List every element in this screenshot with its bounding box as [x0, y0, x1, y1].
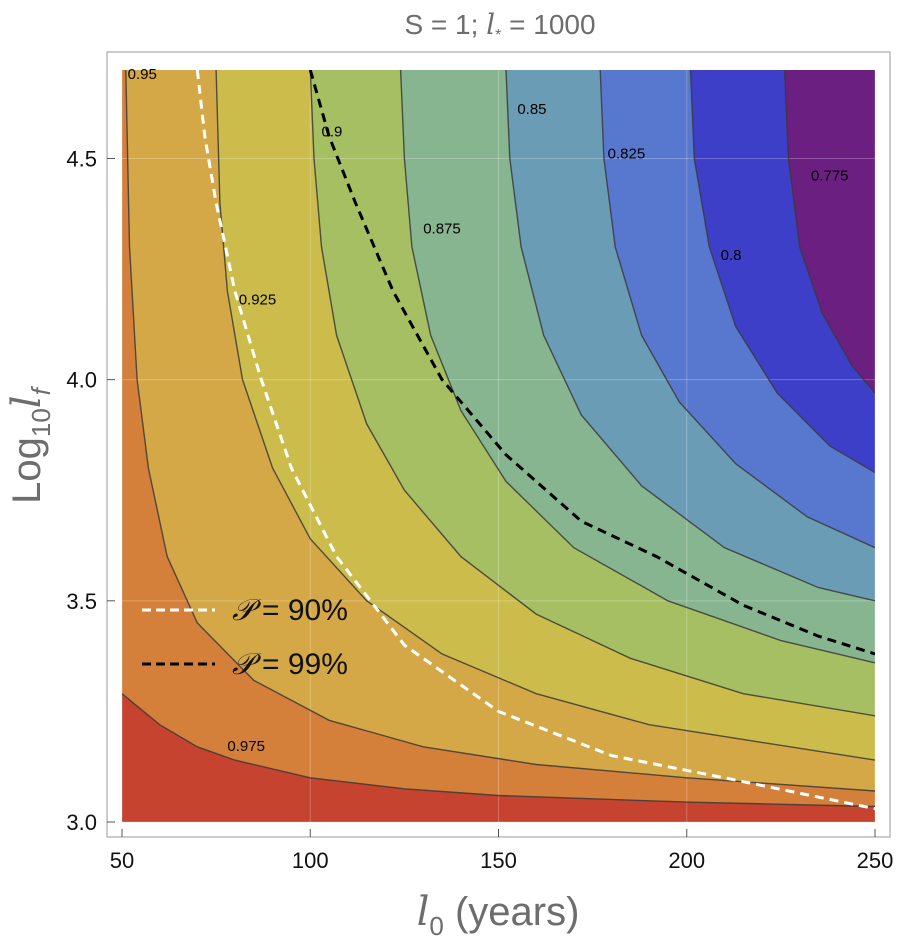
contour-line-0.8 — [689, 70, 875, 474]
y-tick-label-4.5: 4.5 — [66, 146, 97, 171]
contour-labels: 0.95 0.925 0.9 0.875 0.85 0.825 0.8 0.775 0.975 — [128, 66, 849, 755]
legend: 𝒫 = 90% 𝒫 = 99% — [142, 593, 348, 682]
contour-line-0.975 — [122, 693, 875, 808]
y-axis-prefix: Log — [5, 437, 49, 504]
contour-lines — [122, 70, 875, 808]
x-tick-label-250: 250 — [857, 848, 894, 873]
y-tick-label-3.5: 3.5 — [66, 589, 97, 614]
contour-line-0.875 — [399, 70, 875, 664]
legend-label-90: 𝒫 = 90% — [232, 593, 348, 628]
contour-label-0.9: 0.9 — [322, 123, 343, 140]
title-suffix: = 1000 — [501, 9, 595, 40]
contour-label-0.95: 0.95 — [128, 66, 157, 83]
x-tick-label-150: 150 — [480, 848, 517, 873]
contour-line-0.9 — [309, 70, 875, 717]
contour-line-0.775 — [783, 70, 875, 394]
x-tick-label-200: 200 — [668, 848, 705, 873]
title-subscript: * — [495, 27, 501, 44]
y-axis-subscript: 10 — [26, 408, 56, 437]
x-axis-symbol: l — [417, 889, 430, 935]
y-tick-label-3: 3.0 — [66, 810, 97, 835]
title-symbol: l — [486, 8, 495, 41]
title-prefix: S = 1; — [404, 9, 486, 40]
x-axis-text: (years) — [444, 890, 580, 934]
axis-ticks: 50 100 150 200 250 3.0 3.5 4.0 4.5 — [66, 146, 893, 873]
contour-label-0.875: 0.875 — [423, 221, 461, 238]
y-axis-symbol-subscript: f — [26, 385, 56, 395]
x-tick-label-50: 50 — [110, 848, 134, 873]
legend-label-99: 𝒫 = 99% — [232, 647, 348, 682]
legend-text-99: = 99% — [254, 648, 348, 681]
contour-label-0.975: 0.975 — [227, 738, 265, 755]
chart-title: S = 1; l* = 1000 — [404, 8, 595, 44]
legend-text-90: = 90% — [254, 594, 348, 627]
contour-label-0.775: 0.775 — [811, 168, 849, 185]
contour-label-0.825: 0.825 — [608, 145, 646, 162]
y-axis-symbol: l — [4, 395, 50, 408]
contour-label-0.85: 0.85 — [517, 101, 546, 118]
contour-label-0.925: 0.925 — [239, 291, 277, 308]
x-axis-subscript: 0 — [429, 911, 443, 939]
y-tick-label-4: 4.0 — [66, 368, 97, 393]
x-axis-title: l0 (years) — [417, 889, 580, 939]
probability-curves — [195, 70, 875, 811]
contour-line-0.85 — [505, 70, 875, 602]
gridlines — [121, 70, 876, 823]
x-tick-label-100: 100 — [292, 848, 329, 873]
y-axis-title: Log10lf — [4, 385, 56, 503]
series-line-1 — [308, 70, 875, 656]
contour-line-0.825 — [599, 70, 875, 549]
series-line-0 — [195, 70, 875, 811]
contour-label-0.8: 0.8 — [721, 247, 742, 264]
band-above-0.925 — [122, 70, 875, 822]
contour-line-0.925 — [215, 70, 875, 761]
contour-line-0.95 — [125, 70, 875, 792]
